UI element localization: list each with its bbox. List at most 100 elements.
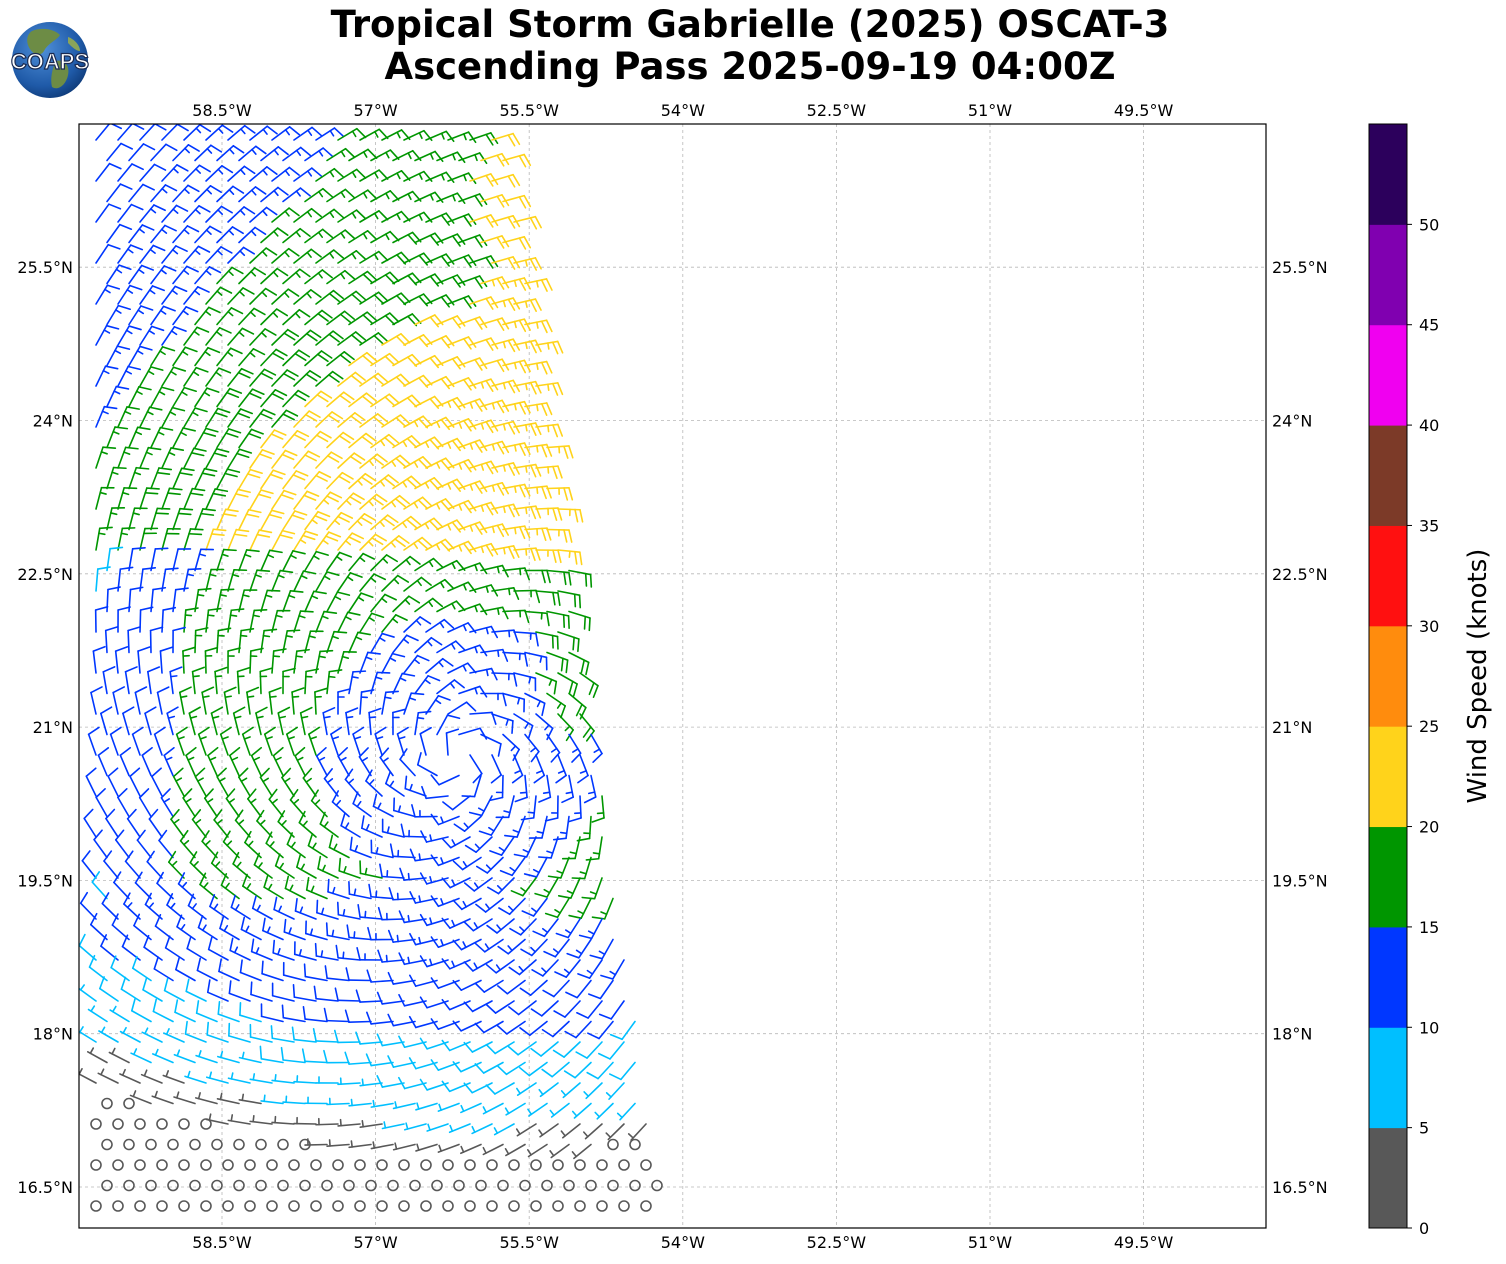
barb-feather xyxy=(119,223,133,231)
barb-staff xyxy=(524,651,548,659)
wind-barb xyxy=(314,942,339,961)
lat-tick-label-right: 22.5°N xyxy=(1272,565,1328,584)
wind-barb xyxy=(90,1159,102,1171)
wind-barb xyxy=(331,790,350,818)
barb-feather xyxy=(177,872,186,885)
barb-half-feather xyxy=(306,170,313,177)
barb-feather xyxy=(529,423,537,437)
wind-barb xyxy=(286,832,306,859)
barb-feather xyxy=(135,466,150,470)
wind-barb xyxy=(260,348,288,367)
barb-feather xyxy=(362,552,376,560)
barb-staff xyxy=(425,498,447,510)
wind-barb xyxy=(392,1101,416,1110)
wind-barb xyxy=(355,989,383,1003)
wind-barb xyxy=(194,266,222,285)
wind-barb xyxy=(563,1179,575,1192)
barb-feather xyxy=(311,167,323,177)
barb-feather xyxy=(182,646,196,652)
barb-staff xyxy=(480,733,502,745)
barb-staff xyxy=(349,848,372,859)
barb-staff xyxy=(564,1000,581,1018)
barb-feather xyxy=(474,1022,485,1034)
wind-barb xyxy=(222,1200,234,1212)
barb-feather xyxy=(523,483,531,497)
calm-circle xyxy=(629,1138,641,1151)
barb-feather xyxy=(398,1035,406,1049)
barb-half-feather xyxy=(241,1051,245,1060)
barb-staff xyxy=(491,132,514,141)
barb-staff xyxy=(425,294,447,305)
barb-half-feather xyxy=(525,506,528,515)
wind-barb xyxy=(293,610,314,633)
wind-barb xyxy=(172,548,192,572)
barb-staff xyxy=(447,254,470,264)
barb-feather xyxy=(270,433,284,440)
barb-feather xyxy=(430,1018,440,1030)
barb-staff xyxy=(447,377,470,387)
barb-feather xyxy=(245,513,260,518)
barb-half-feather xyxy=(277,948,281,956)
wind-barb xyxy=(579,672,599,699)
barb-feather xyxy=(521,910,535,917)
wind-barb xyxy=(124,850,141,879)
barb-feather xyxy=(490,255,499,268)
barb-half-feather xyxy=(321,864,326,872)
barb-staff xyxy=(128,507,136,531)
wind-barb xyxy=(323,1049,350,1064)
barb-staff xyxy=(414,477,436,490)
barb-feather xyxy=(524,652,529,667)
wind-barb xyxy=(370,632,395,654)
wind-barb xyxy=(268,686,282,715)
barb-feather xyxy=(247,788,257,800)
barb-feather xyxy=(271,352,285,360)
wind-barb xyxy=(577,754,589,784)
barb-half-feather xyxy=(79,1067,83,1075)
wind-barb xyxy=(337,371,366,387)
barb-feather xyxy=(410,515,422,526)
barb-feather xyxy=(540,361,548,375)
wind-barb xyxy=(507,1041,537,1056)
barb-half-feather xyxy=(394,1142,398,1150)
barb-staff xyxy=(315,955,339,961)
barb-staff xyxy=(271,1037,295,1043)
barb-feather xyxy=(589,573,593,588)
barb-feather xyxy=(451,276,461,288)
barb-half-feather xyxy=(539,655,543,663)
wind-barb xyxy=(504,1143,526,1157)
wind-barb xyxy=(110,955,130,982)
barb-staff xyxy=(403,374,425,387)
barb-staff xyxy=(216,629,220,654)
barb-feather xyxy=(408,595,421,604)
wind-barb xyxy=(266,1200,278,1212)
wind-barb xyxy=(86,1047,108,1064)
barb-feather xyxy=(294,746,306,757)
wind-barb xyxy=(437,1143,460,1153)
wind-barb xyxy=(381,333,411,347)
barb-feather xyxy=(490,214,499,227)
barb-staff xyxy=(535,423,559,428)
barb-half-feather xyxy=(249,311,256,318)
barb-half-feather xyxy=(491,443,495,451)
wind-barb xyxy=(95,405,118,428)
wind-barb xyxy=(256,809,273,838)
barb-feather xyxy=(277,146,289,156)
barb-staff xyxy=(491,629,515,633)
barb-half-feather xyxy=(205,269,212,276)
barb-feather xyxy=(366,230,378,241)
barb-staff xyxy=(240,928,262,941)
barb-feather xyxy=(261,449,275,455)
wind-barb xyxy=(403,654,430,674)
barb-feather xyxy=(79,933,86,947)
barb-feather xyxy=(589,954,604,960)
barb-feather xyxy=(478,480,488,493)
wind-barb xyxy=(122,706,135,736)
barb-feather xyxy=(232,851,240,865)
wind-barb xyxy=(315,571,340,592)
barb-feather xyxy=(184,1020,188,1035)
barb-feather xyxy=(195,366,209,373)
barb-feather xyxy=(440,378,450,390)
barb-feather xyxy=(346,611,361,616)
barb-feather xyxy=(328,333,340,343)
barb-half-feather xyxy=(98,532,106,536)
